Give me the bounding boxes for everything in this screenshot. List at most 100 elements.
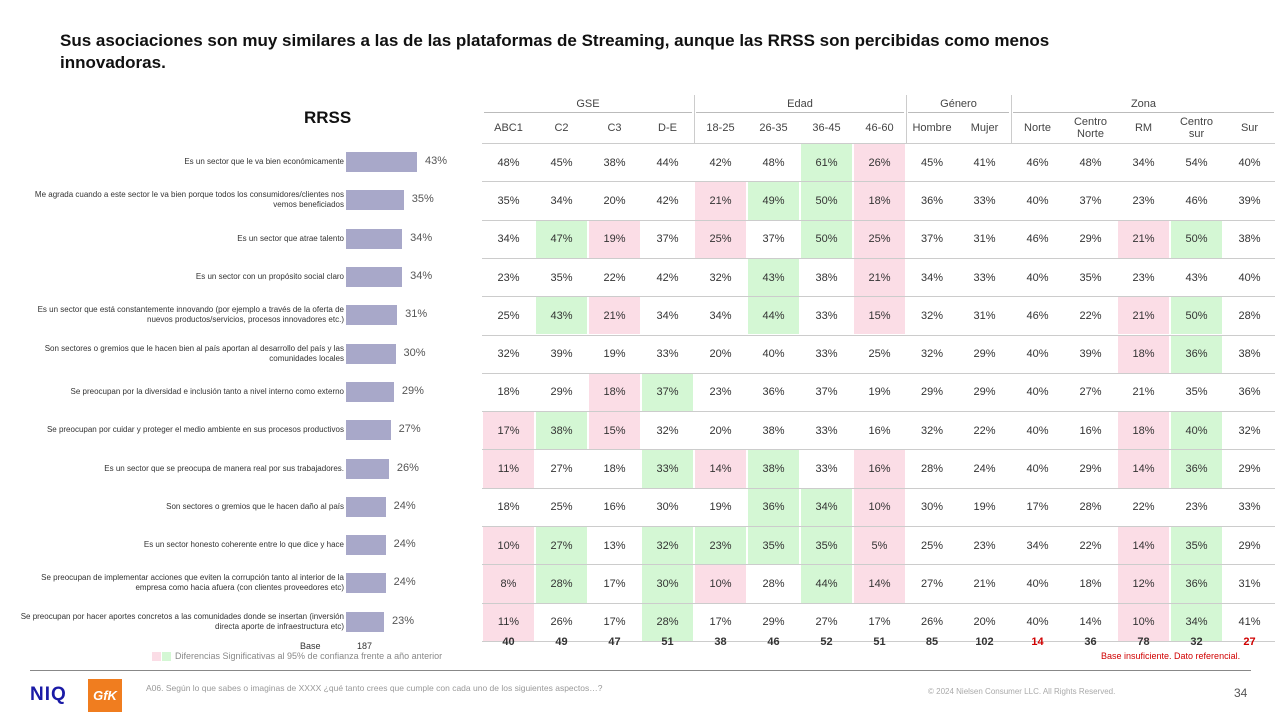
- table-cell: 22%: [1079, 309, 1102, 322]
- bar-value-label: 34%: [410, 270, 433, 283]
- table-cell: 38%: [536, 412, 587, 450]
- table-cell: 46%: [1185, 194, 1208, 207]
- table-cell: 37%: [642, 373, 693, 412]
- base-count: 47: [608, 636, 621, 648]
- bar: [346, 458, 389, 479]
- table-cell: 28%: [1238, 309, 1261, 322]
- column-header: 36-45: [812, 122, 841, 134]
- table-cell: 34%: [709, 309, 732, 322]
- table-cell: 40%: [762, 348, 785, 361]
- column-header: ABC1: [494, 122, 523, 134]
- bar: [346, 573, 386, 594]
- table-cell: 16%: [1079, 424, 1102, 437]
- table-cell: 18%: [1118, 335, 1169, 373]
- table-cell: 29%: [1238, 463, 1261, 476]
- table-cell: 15%: [589, 412, 640, 450]
- bar-value-label: 23%: [391, 614, 414, 627]
- base-count: 85: [925, 636, 939, 648]
- table-cell: 21%: [973, 577, 996, 590]
- table-cell: 24%: [973, 463, 996, 476]
- table-cell: 18%: [854, 182, 905, 220]
- table-cell: 36%: [1238, 386, 1261, 399]
- table-cell: 20%: [973, 616, 996, 629]
- table-cell: 29%: [550, 386, 573, 399]
- category-label: Me agrada cuando a este sector le va bie…: [34, 190, 344, 210]
- table-cell: 28%: [920, 463, 944, 476]
- table-cell: 23%: [973, 539, 996, 552]
- table-cell: 44%: [656, 156, 679, 169]
- table-cell: 28%: [642, 603, 693, 641]
- bar: [346, 190, 404, 211]
- table-cell: 17%: [1026, 501, 1049, 514]
- table-cell: 45%: [550, 156, 573, 169]
- table-cell: 25%: [550, 501, 573, 514]
- table-cell: 32%: [497, 348, 520, 361]
- table-cell: 31%: [1238, 577, 1261, 590]
- row-separator: [482, 219, 1275, 221]
- table-cell: 40%: [1026, 463, 1049, 476]
- column-header: Sur: [1240, 122, 1259, 134]
- table-cell: 22%: [1132, 501, 1155, 514]
- niq-logo: NIQ: [30, 684, 67, 705]
- table-cell: 29%: [1238, 539, 1261, 552]
- table-cell: 23%: [709, 386, 732, 399]
- table-cell: 17%: [709, 616, 732, 629]
- table-cell: 28%: [536, 565, 587, 603]
- table-cell: 22%: [973, 424, 996, 437]
- column-header: 46-60: [865, 122, 894, 134]
- base-count: 102: [975, 636, 994, 648]
- table-cell: 15%: [854, 297, 905, 335]
- table-cell: 29%: [973, 386, 996, 399]
- table-cell: 18%: [1118, 412, 1169, 450]
- table-cell: 21%: [589, 297, 640, 335]
- table-cell: 27%: [920, 577, 944, 590]
- table-cell: 18%: [497, 386, 520, 399]
- table-cell: 35%: [748, 527, 799, 565]
- base-count: 14: [1031, 636, 1044, 648]
- table-cell: 30%: [920, 501, 944, 514]
- table-cell: 31%: [973, 309, 996, 322]
- legend-pink-swatch: [152, 651, 161, 661]
- table-cell: 33%: [1238, 501, 1261, 514]
- legend-text: Diferencias Significativas al 95% de con…: [175, 651, 443, 661]
- table-cell: 23%: [1185, 501, 1208, 514]
- table-cell: 21%: [854, 258, 905, 297]
- table-cell: 16%: [603, 501, 626, 514]
- column-header: D-E: [658, 122, 677, 134]
- group-underline: [1013, 112, 1274, 113]
- table-cell: 32%: [920, 309, 944, 322]
- table-cell: 33%: [973, 271, 996, 284]
- category-label: Se preocupan por cuidar y proteger el me…: [46, 425, 344, 435]
- base-count: 36: [1084, 636, 1097, 648]
- table-cell: 39%: [550, 348, 573, 361]
- table-cell: 48%: [762, 156, 785, 169]
- column-header: C3: [607, 122, 622, 134]
- column-header: RM: [1134, 122, 1153, 134]
- table-cell: 30%: [642, 565, 693, 603]
- table-cell: 14%: [1118, 527, 1169, 565]
- category-label: Son sectores o gremios que le hacen bien…: [44, 343, 344, 363]
- table-cell: 39%: [1238, 194, 1261, 207]
- table-cell: 36%: [1171, 335, 1222, 373]
- base-label: Base: [300, 641, 321, 651]
- table-cell: 41%: [973, 156, 996, 169]
- table-cell: 19%: [868, 386, 891, 399]
- table-cell: 40%: [1238, 271, 1261, 284]
- chart-title: RRSS: [304, 108, 352, 127]
- table-cell: 41%: [1238, 616, 1261, 629]
- group-header: Género: [940, 98, 977, 110]
- table-cell: 23%: [497, 271, 520, 284]
- table-cell: 32%: [920, 424, 944, 437]
- table-cell: 23%: [1132, 194, 1155, 207]
- table-cell: 40%: [1026, 577, 1049, 590]
- category-label: Es un sector que está constantemente inn…: [37, 305, 344, 325]
- table-cell: 22%: [603, 271, 626, 284]
- table-cell: 36%: [1171, 450, 1222, 488]
- group-header: GSE: [576, 98, 600, 110]
- base-count: 49: [555, 636, 568, 648]
- table-cell: 44%: [748, 297, 799, 335]
- row-separator: [482, 181, 1275, 183]
- table-cell: 36%: [920, 194, 944, 207]
- bar-value-label: 24%: [393, 499, 416, 512]
- table-cell: 29%: [762, 616, 785, 629]
